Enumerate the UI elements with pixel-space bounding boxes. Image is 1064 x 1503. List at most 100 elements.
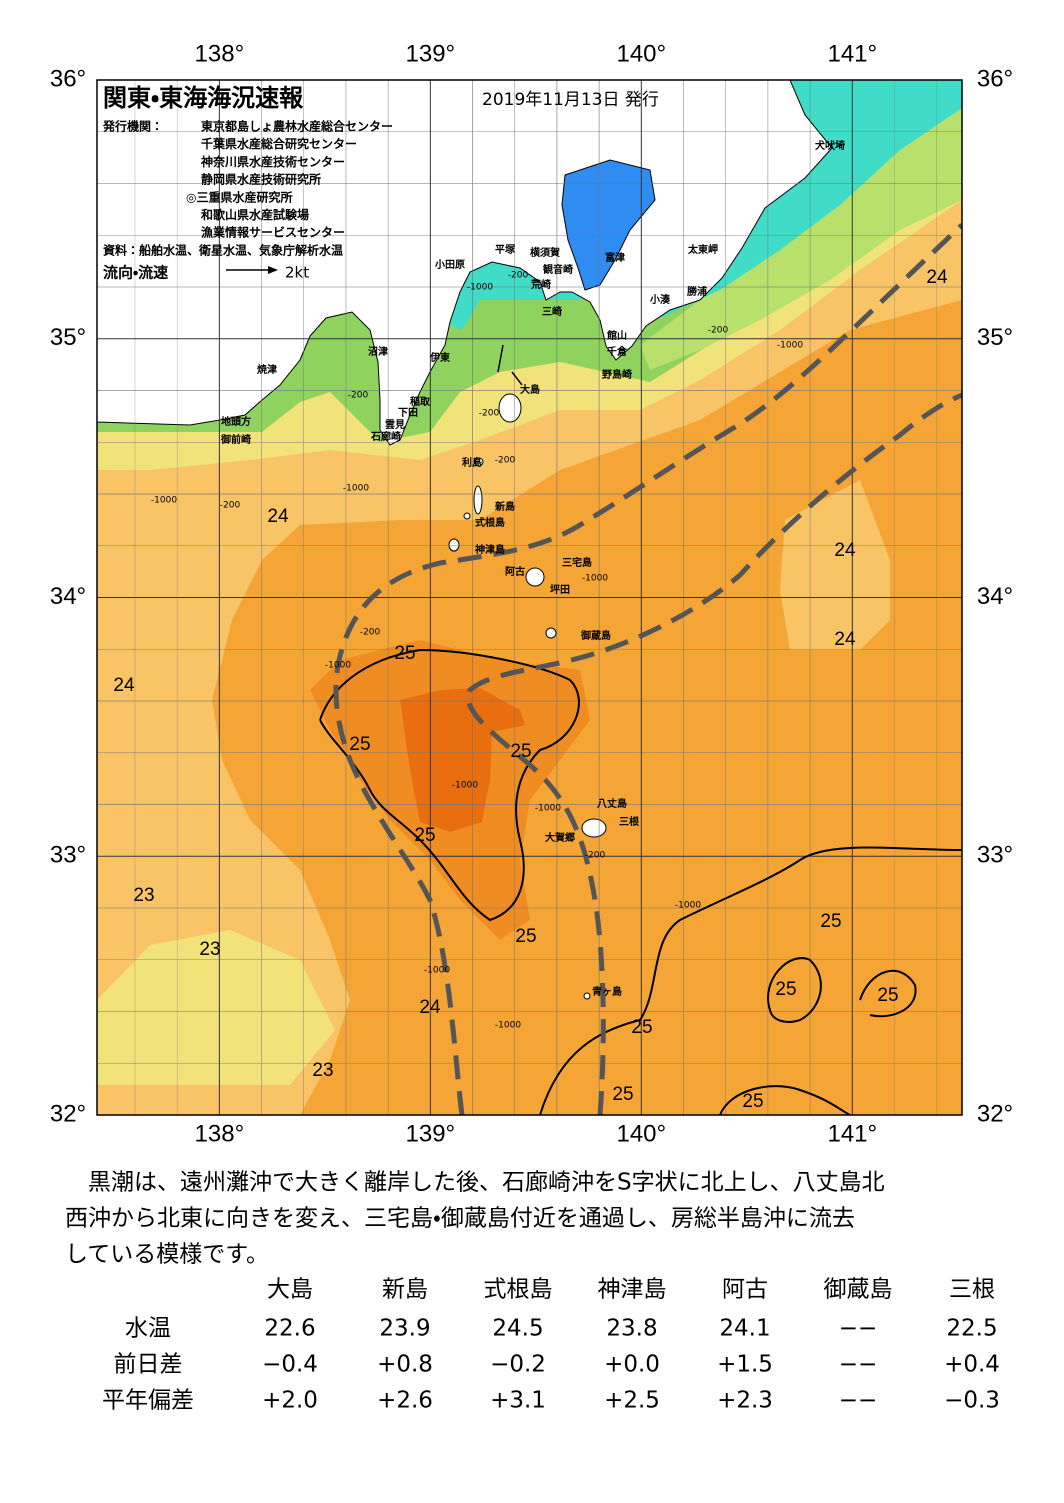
isotherm-label: 25 (349, 734, 370, 755)
place-name: 三崎 (542, 305, 562, 318)
lon-label: 141° (827, 1120, 877, 1147)
lat-label: 35° (50, 324, 86, 351)
isotherm-label: 25 (775, 979, 796, 1000)
isotherm-label: 24 (267, 506, 289, 527)
place-name: 御蔵島 (580, 629, 611, 642)
current-scale: 2kt (285, 264, 309, 282)
isotherm-label: 24 (834, 540, 856, 561)
sst-zone-23 (97, 930, 335, 1085)
depth-label: -1000 (452, 781, 478, 791)
depth-label: -1000 (777, 341, 803, 351)
islands (448, 393, 607, 1000)
lon-label: 138° (195, 1120, 245, 1147)
kuroshio-path (465, 392, 962, 1115)
summary-line: 黒潮は、遠州灘沖で大きく離岸した後、石廊崎沖をS字状に北上し、八丈島北 (65, 1170, 885, 1196)
lon-label: 140° (616, 1120, 666, 1147)
table-cell: +0.4 (944, 1352, 1000, 1378)
isotherm-label: 25 (631, 1017, 652, 1038)
table-header: 神津島 (598, 1277, 667, 1303)
map-frame (96, 79, 963, 1116)
current-label: 流向・流速 (103, 264, 168, 282)
place-name: 横須賀 (530, 246, 560, 259)
table-cell: −0.2 (490, 1352, 546, 1378)
current-arrow (497, 344, 504, 373)
issuer: 神奈川県水産技術センター (200, 154, 345, 169)
depth-label: -200 (585, 851, 606, 861)
island (448, 538, 460, 552)
lat-label: 34° (50, 583, 86, 610)
table-cell: +2.6 (377, 1388, 433, 1414)
depth-label: -1000 (151, 496, 177, 506)
depth-label: -200 (708, 326, 729, 336)
place-name: 小湊 (649, 293, 671, 306)
isotherm-label: 23 (199, 939, 220, 960)
isotherm-label: 25 (515, 926, 536, 947)
table-cell: −− (839, 1352, 878, 1378)
depth-label: -200 (508, 271, 529, 281)
lat-label: 36° (50, 65, 86, 92)
place-name: 犬吠埼 (815, 139, 845, 152)
isotherm (767, 957, 822, 1023)
depth-label: -1000 (343, 484, 369, 494)
place-name: 三根 (619, 815, 640, 828)
table-header: 阿古 (722, 1277, 768, 1303)
issuer: 和歌山県水産試験場 (200, 207, 309, 222)
row-label: 水温 (125, 1316, 171, 1342)
place-name: 御前崎 (220, 433, 251, 446)
depth-label: -200 (479, 409, 500, 419)
tokyo-bay (561, 159, 656, 291)
place-name: 館山 (606, 329, 627, 342)
table-cell: −0.3 (944, 1388, 1000, 1414)
island (463, 512, 471, 520)
isotherm-label: 24 (926, 267, 948, 288)
place-name: 青ヶ島 (592, 985, 622, 998)
isotherm-label: 24 (419, 997, 441, 1018)
lat-label: 33° (977, 842, 1013, 869)
lon-label: 139° (406, 1120, 456, 1147)
island (583, 992, 591, 1000)
place-name: 式根島 (475, 516, 505, 529)
table-header: 新島 (382, 1277, 428, 1303)
lat-label: 34° (977, 583, 1013, 610)
table-cell: +2.5 (604, 1388, 660, 1414)
current-arrow (511, 371, 523, 386)
place-name: 地頭方 (221, 415, 251, 428)
depth-label: -1000 (582, 574, 608, 584)
summary-line: している模様です。 (65, 1242, 269, 1268)
sst-zone-24 (780, 480, 890, 650)
table-cell: +0.8 (377, 1352, 433, 1378)
lon-label: 139° (406, 40, 456, 67)
kuroshio (333, 223, 962, 1115)
isotherm (719, 1085, 851, 1115)
isotherm-label: 23 (133, 885, 154, 906)
sst-zone-26 (400, 688, 525, 832)
table-cell: −− (839, 1388, 878, 1414)
grid (97, 80, 962, 1115)
title: 関東・東海海況速報 (103, 84, 304, 112)
table-header: 大島 (267, 1277, 313, 1303)
table-cell: 24.5 (492, 1316, 543, 1342)
lat-label: 35° (977, 324, 1013, 351)
isotherm-label: 25 (877, 985, 898, 1006)
lat-label: 33° (50, 842, 86, 869)
depth-label: -1000 (495, 1021, 521, 1031)
place-name: 阿古 (505, 565, 525, 578)
isotherm-label: 25 (414, 825, 435, 846)
isotherm-label: 24 (113, 675, 135, 696)
depth-label: -1000 (325, 661, 351, 671)
place-name: 太東岬 (687, 243, 718, 256)
table-cell: +2.0 (262, 1388, 318, 1414)
place-name: 大賀郷 (545, 831, 575, 844)
scale-arrow-head (268, 266, 278, 274)
depth-label: -1000 (467, 283, 493, 293)
place-name: 新島 (494, 500, 515, 513)
isotherm (859, 969, 917, 1018)
isotherm-label: 25 (612, 1084, 633, 1105)
depth-label: -200 (220, 501, 241, 511)
lon-label: 141° (827, 40, 877, 67)
place-name: 八丈島 (597, 797, 627, 810)
